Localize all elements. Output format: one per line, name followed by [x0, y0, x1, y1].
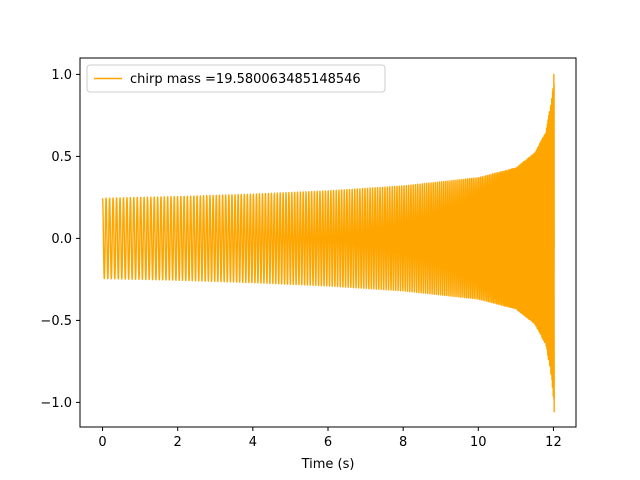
x-axis-label: Time (s) — [301, 457, 355, 472]
x-tick-label: 0 — [98, 435, 106, 450]
series-line-chirp — [101, 73, 555, 413]
legend-label: chirp mass =19.580063485148546 — [130, 72, 361, 87]
x-tick-label: 2 — [174, 435, 182, 450]
x-tick-label: 10 — [470, 435, 487, 450]
y-tick-label: 0.5 — [51, 150, 72, 165]
legend: chirp mass =19.580063485148546 — [86, 64, 386, 93]
y-axis-ticks: −1.0 −0.5 0.0 0.5 1.0 — [40, 68, 80, 411]
y-tick-label: −1.0 — [40, 396, 72, 411]
x-tick-label: 4 — [249, 435, 257, 450]
y-tick-label: 1.0 — [51, 68, 72, 83]
x-tick-label: 8 — [399, 435, 407, 450]
plot-area — [79, 57, 577, 428]
x-axis-ticks: 0 2 4 6 8 10 12 — [98, 427, 562, 450]
x-tick-label: 6 — [324, 435, 332, 450]
x-tick-label: 12 — [545, 435, 562, 450]
y-tick-label: −0.5 — [40, 314, 72, 329]
y-tick-label: 0.0 — [51, 232, 72, 247]
legend-box — [86, 64, 386, 93]
